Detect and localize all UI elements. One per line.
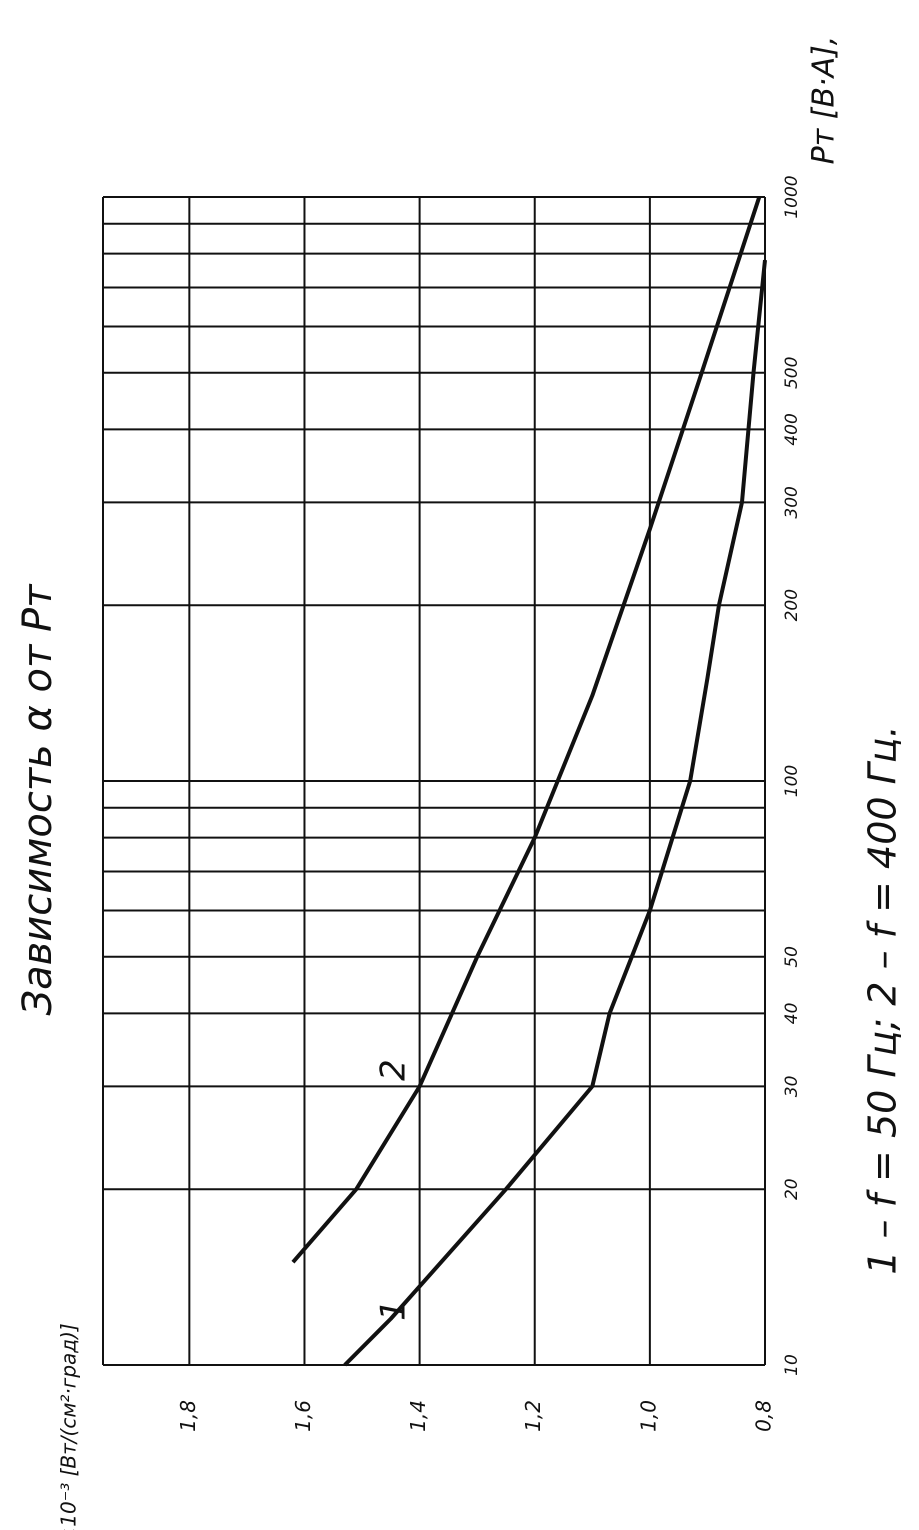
y-tick-label: 1,8 [176,1400,200,1432]
y-axis-label: α×10⁻³ [Вт/(см²·град)] [57,1323,81,1530]
x-tick-label: 30 [782,1076,802,1098]
x-tick-label: 1000 [782,175,802,218]
x-tick-label: 10 [782,1354,802,1376]
y-tick-label: 1,4 [406,1400,430,1432]
curve-label: 2 [374,1059,414,1081]
y-tick-label: 1,0 [636,1400,660,1432]
x-tick-label: 200 [782,589,802,621]
x-tick-label: 500 [782,357,802,389]
y-tick-label: 0,8 [752,1400,776,1432]
chart-title: Зависимость α от Pт [15,583,61,1016]
x-tick-label: 50 [782,946,802,968]
x-tick-label: 20 [782,1178,802,1200]
x-tick-label: 100 [782,765,802,797]
y-tick-label: 1,2 [521,1400,545,1432]
curve [291,196,762,1264]
y-tick-label: 1,6 [291,1400,315,1432]
curve-label: 1 [374,1299,414,1321]
curve [343,259,767,1367]
x-tick-label: 300 [782,486,802,518]
x-tick-label: 40 [782,1003,802,1025]
legend-text: 1 – f = 50 Гц; 2 – f = 400 Гц. [861,725,905,1275]
x-tick-label: 400 [782,413,802,445]
x-axis-label: Pт [В·А], [807,36,842,165]
